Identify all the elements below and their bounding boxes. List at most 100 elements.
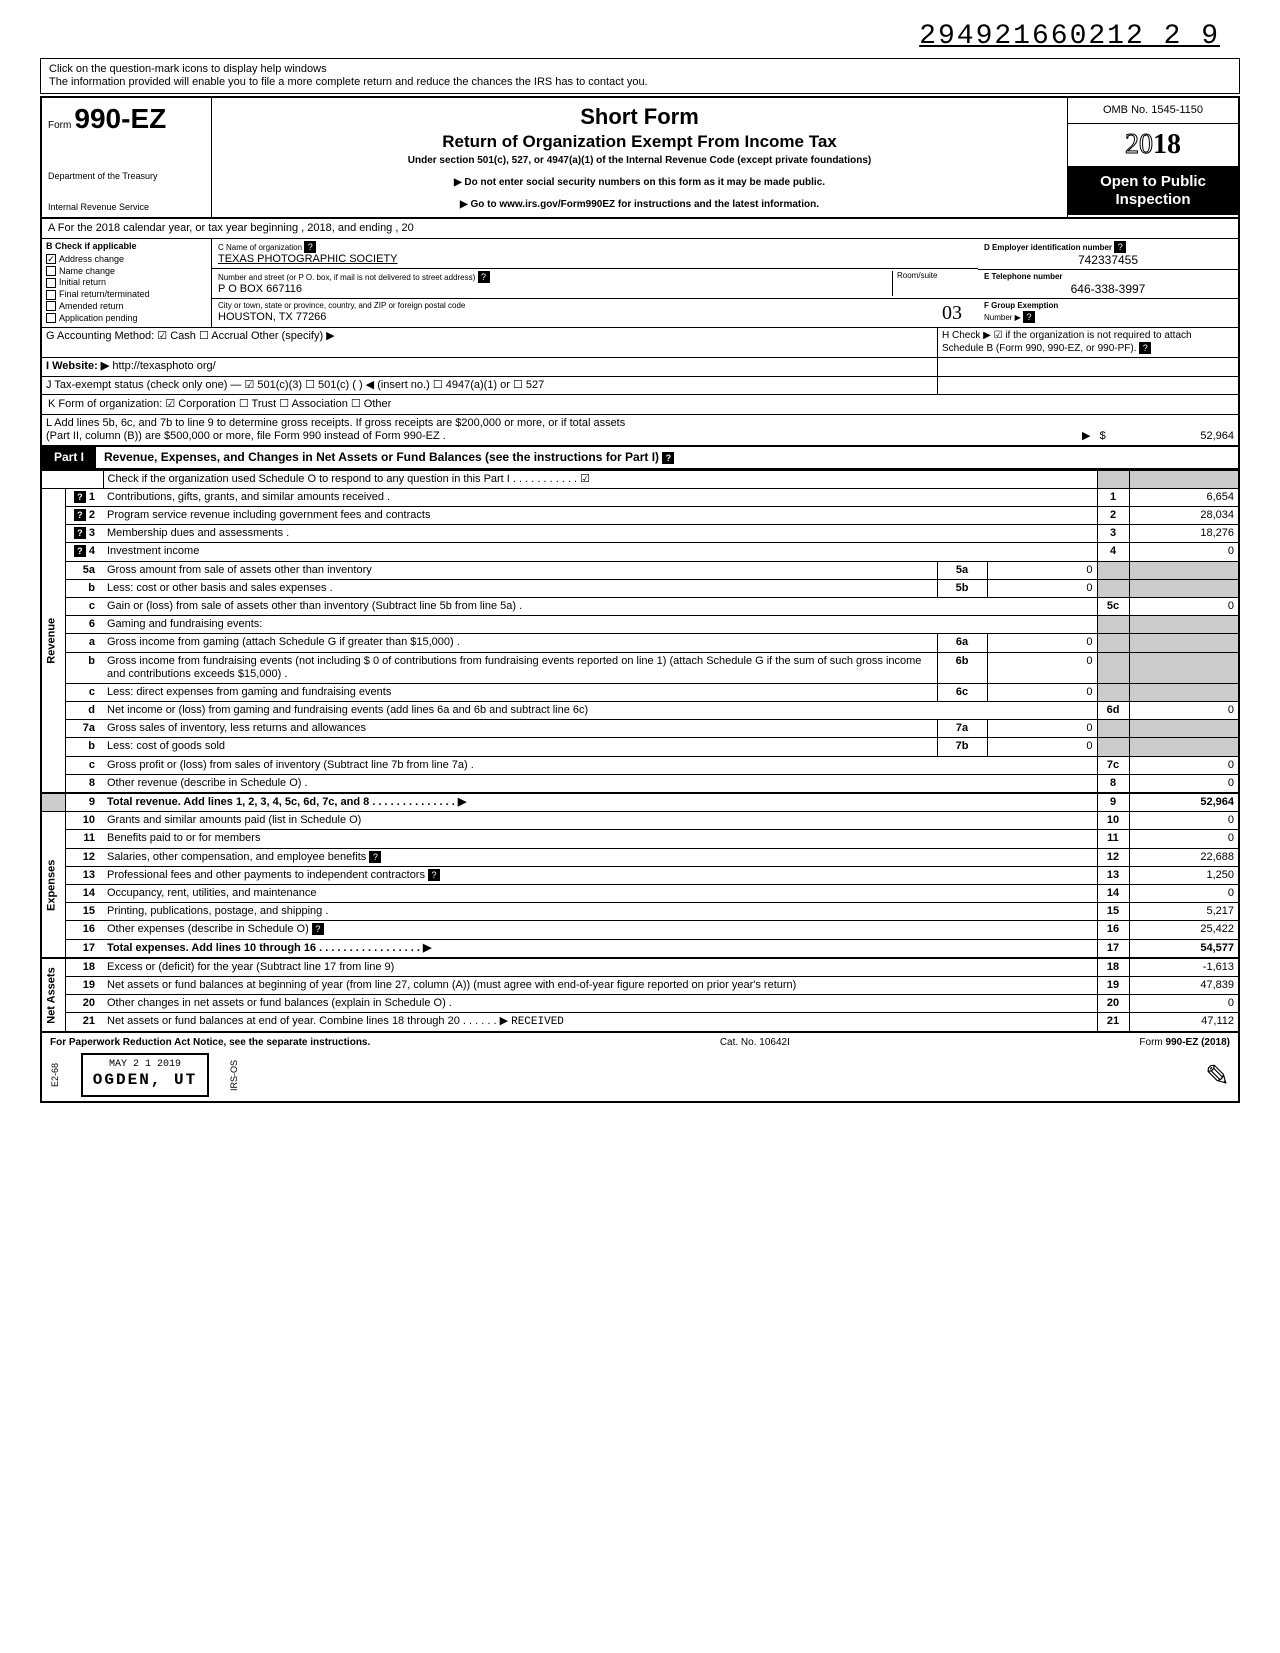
- help-icon[interactable]: ?: [1139, 342, 1151, 354]
- e-label: E Telephone number: [984, 272, 1063, 281]
- section-c: C Name of organization ? TEXAS PHOTOGRAP…: [212, 239, 978, 327]
- line1-val: 6,654: [1129, 488, 1239, 506]
- line6a-desc: Gross income from gaming (attach Schedul…: [103, 634, 937, 652]
- c-label: C Name of organization: [218, 243, 302, 252]
- line2-desc: Program service revenue including govern…: [103, 507, 1097, 525]
- help-instructions: Click on the question-mark icons to disp…: [40, 58, 1240, 94]
- help-icon[interactable]: ?: [1114, 241, 1126, 253]
- line-k: K Form of organization: ☑ Corporation ☐ …: [42, 395, 1238, 414]
- cb-name-change[interactable]: Name change: [46, 266, 207, 277]
- d-label: D Employer identification number: [984, 243, 1112, 252]
- received-stamp: MAY 2 1 2019 OGDEN, UT: [81, 1053, 209, 1096]
- line1-box: 1: [1097, 488, 1129, 506]
- line-j-row: J Tax-exempt status (check only one) — ☑…: [40, 377, 1240, 395]
- line7c-desc: Gross profit or (loss) from sales of inv…: [103, 756, 1097, 774]
- line5b-desc: Less: cost or other basis and sales expe…: [103, 579, 937, 597]
- cb-amended[interactable]: Amended return: [46, 301, 207, 312]
- room-label: Room/suite: [897, 271, 964, 281]
- help-icon[interactable]: ?: [428, 869, 440, 881]
- expenses-label: Expenses: [41, 812, 65, 958]
- dept-treasury: Department of the Treasury: [48, 171, 205, 182]
- short-form-title: Short Form: [222, 104, 1057, 130]
- line-a: A For the 2018 calendar year, or tax yea…: [42, 219, 1238, 238]
- section-b-header: B Check if applicable: [46, 241, 207, 252]
- line-j: J Tax-exempt status (check only one) — ☑…: [42, 377, 938, 394]
- cb-app-pending[interactable]: Application pending: [46, 313, 207, 324]
- org-info-row: B Check if applicable ✓Address change Na…: [40, 239, 1240, 328]
- line10-desc: Grants and similar amounts paid (list in…: [103, 812, 1097, 830]
- line-a-row: A For the 2018 calendar year, or tax yea…: [40, 219, 1240, 239]
- stamp-date: MAY 2 1 2019: [93, 1059, 197, 1071]
- part1-table: Check if the organization used Schedule …: [40, 470, 1240, 1034]
- handwritten-03: 03: [942, 301, 972, 325]
- form-title: Return of Organization Exempt From Incom…: [222, 132, 1057, 152]
- help-icon[interactable]: ?: [74, 491, 86, 503]
- part1-label: Part I: [42, 447, 96, 467]
- line-l2: (Part II, column (B)) are $500,000 or mo…: [46, 430, 446, 442]
- part1-title: Revenue, Expenses, and Changes in Net As…: [104, 450, 659, 464]
- website-value: http://texasphoto org/: [112, 360, 215, 372]
- line1-desc: Contributions, gifts, grants, and simila…: [107, 491, 390, 503]
- omb-number: OMB No. 1545-1150: [1068, 98, 1238, 124]
- gross-receipts: 52,964: [1200, 430, 1234, 443]
- form-number: 990-EZ: [74, 103, 166, 134]
- line6b-desc: Gross income from fundraising events (no…: [103, 652, 937, 683]
- footer: For Paperwork Reduction Act Notice, see …: [40, 1033, 1240, 1102]
- cat-no: Cat. No. 10642I: [720, 1037, 790, 1049]
- help-icon[interactable]: ?: [369, 851, 381, 863]
- tax-year: 20201818: [1068, 124, 1238, 167]
- document-control-number: 294921660212 2 9: [40, 20, 1240, 54]
- cb-address-change[interactable]: ✓Address change: [46, 254, 207, 265]
- f-sub: Number ▶: [984, 313, 1021, 322]
- help-line2: The information provided will enable you…: [49, 76, 1231, 89]
- line6d-desc: Net income or (loss) from gaming and fun…: [103, 702, 1097, 720]
- signature-mark: ✎: [1139, 1059, 1230, 1095]
- line7b-desc: Less: cost of goods sold: [103, 738, 937, 756]
- open-to-public: Open to Public Inspection: [1068, 167, 1238, 215]
- help-icon[interactable]: ?: [662, 452, 674, 464]
- netassets-label: Net Assets: [41, 958, 65, 1033]
- line-h: H Check ▶ ☑ if the organization is not r…: [938, 328, 1238, 357]
- help-icon[interactable]: ?: [312, 923, 324, 935]
- line8-desc: Other revenue (describe in Schedule O) .: [103, 774, 1097, 793]
- goto-instructions: ▶ Go to www.irs.gov/Form990EZ for instru…: [222, 199, 1057, 211]
- cb-final-return[interactable]: Final return/terminated: [46, 289, 207, 300]
- org-address: P O BOX 667116: [218, 283, 892, 296]
- help-icon[interactable]: ?: [74, 509, 86, 521]
- help-icon[interactable]: ?: [74, 545, 86, 557]
- line-g: G Accounting Method: ☑ Cash ☐ Accrual Ot…: [42, 328, 938, 357]
- received-overlay: RECEIVED: [511, 1016, 564, 1028]
- form-subtitle: Under section 501(c), 527, or 4947(a)(1)…: [222, 155, 1057, 167]
- side-code2: IRS-OS: [229, 1060, 240, 1091]
- cb-initial-return[interactable]: Initial return: [46, 277, 207, 288]
- help-icon[interactable]: ?: [478, 271, 490, 283]
- ssn-warning: ▶ Do not enter social security numbers o…: [222, 177, 1057, 189]
- side-code1: E2-68: [50, 1063, 61, 1087]
- help-icon[interactable]: ?: [74, 527, 86, 539]
- help-icon[interactable]: ?: [304, 241, 316, 253]
- f-label: F Group Exemption: [984, 301, 1058, 310]
- line-g-h-row: G Accounting Method: ☑ Cash ☐ Accrual Ot…: [40, 328, 1240, 358]
- phone-value: 646-338-3997: [984, 282, 1232, 296]
- pra-notice: For Paperwork Reduction Act Notice, see …: [50, 1037, 370, 1048]
- part1-check: Check if the organization used Schedule …: [103, 470, 1097, 488]
- line-i-row: I Website: ▶ http://texasphoto org/: [40, 358, 1240, 376]
- dept-irs: Internal Revenue Service: [48, 202, 205, 213]
- line5c-desc: Gain or (loss) from sale of assets other…: [103, 597, 1097, 615]
- line6c-desc: Less: direct expenses from gaming and fu…: [103, 683, 937, 701]
- form-prefix: Form: [48, 120, 71, 131]
- right-info: D Employer identification number ? 74233…: [978, 239, 1238, 327]
- line3-desc: Membership dues and assessments .: [103, 525, 1097, 543]
- part1-header: Part I Revenue, Expenses, and Changes in…: [40, 447, 1240, 469]
- line-k-row: K Form of organization: ☑ Corporation ☐ …: [40, 395, 1240, 415]
- city-label: City or town, state or province, country…: [218, 301, 934, 311]
- org-city: HOUSTON, TX 77266: [218, 311, 942, 324]
- form-header: Form 990-EZ Department of the Treasury I…: [40, 96, 1240, 219]
- revenue-label: Revenue: [41, 488, 65, 793]
- help-icon[interactable]: ?: [1023, 311, 1035, 323]
- section-b: B Check if applicable ✓Address change Na…: [42, 239, 212, 327]
- line-l1: L Add lines 5b, 6c, and 7b to line 9 to …: [46, 417, 1074, 430]
- addr-label: Number and street (or P O. box, if mail …: [218, 273, 475, 282]
- line7a-desc: Gross sales of inventory, less returns a…: [103, 720, 937, 738]
- line4-desc: Investment income: [103, 543, 1097, 561]
